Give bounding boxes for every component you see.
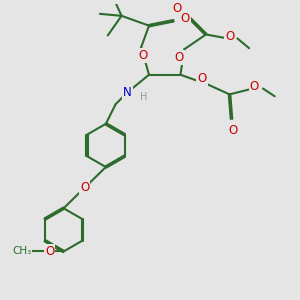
Text: O: O xyxy=(225,30,234,43)
Text: O: O xyxy=(229,124,238,137)
Text: CH₃: CH₃ xyxy=(12,247,31,256)
Text: O: O xyxy=(172,2,181,15)
Text: O: O xyxy=(250,80,259,93)
Text: O: O xyxy=(175,51,184,64)
Text: O: O xyxy=(80,181,89,194)
Text: O: O xyxy=(45,245,55,258)
Text: O: O xyxy=(139,49,148,62)
Text: N: N xyxy=(123,86,132,99)
Text: O: O xyxy=(197,72,207,85)
Text: O: O xyxy=(181,12,190,25)
Text: H: H xyxy=(140,92,148,102)
